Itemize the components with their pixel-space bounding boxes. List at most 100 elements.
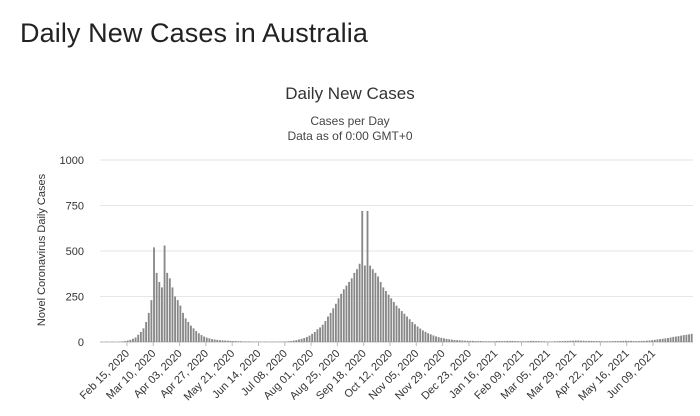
bar [369, 265, 372, 342]
bar [240, 341, 242, 342]
bar [516, 341, 519, 342]
bar [630, 340, 632, 342]
bar [527, 341, 530, 342]
bar [427, 333, 430, 342]
bar [432, 335, 435, 342]
bar [653, 339, 656, 342]
bar [190, 325, 192, 342]
bar [664, 338, 667, 342]
bar [656, 339, 659, 342]
bar [411, 321, 414, 342]
bar [303, 338, 306, 342]
bar [493, 341, 495, 342]
y-tick-label: 750 [66, 201, 84, 213]
bar [651, 340, 654, 342]
bar [419, 328, 422, 342]
bar [416, 326, 419, 342]
bar [192, 328, 195, 342]
bar [353, 272, 356, 342]
bar [377, 276, 379, 342]
bar [324, 321, 327, 342]
bar [319, 327, 321, 342]
bar [466, 340, 469, 342]
bar [126, 340, 129, 342]
bar [179, 305, 182, 342]
bar [403, 313, 406, 342]
bar [453, 340, 456, 342]
bar [232, 341, 235, 342]
bar [585, 340, 588, 342]
bar [537, 341, 540, 342]
bar [477, 341, 480, 342]
bar [609, 341, 611, 342]
bar [508, 340, 511, 342]
bar [121, 341, 124, 342]
bar [400, 311, 403, 342]
bar [669, 337, 672, 342]
bar [187, 321, 190, 342]
bar [366, 210, 369, 342]
bar [498, 341, 501, 342]
bar [327, 316, 329, 342]
bar [619, 340, 622, 342]
bar [197, 333, 200, 342]
bar [205, 337, 208, 342]
bar [350, 278, 353, 342]
bar [300, 338, 303, 342]
bar [166, 272, 169, 342]
bar [155, 272, 158, 342]
bar [124, 341, 126, 342]
bar [598, 341, 601, 342]
bar [603, 341, 606, 342]
bar [540, 341, 543, 342]
bar [298, 339, 300, 342]
bar [511, 340, 514, 342]
bar [677, 336, 680, 342]
bar [247, 341, 250, 342]
bar [661, 338, 664, 342]
bar [208, 338, 211, 342]
bar [334, 303, 337, 342]
y-tick-label: 0 [78, 337, 84, 349]
bar [221, 340, 224, 342]
bar [387, 294, 390, 342]
bar [640, 340, 643, 342]
bar [685, 334, 688, 342]
bar [374, 272, 377, 342]
bar [213, 339, 216, 342]
bar [582, 340, 585, 342]
bar [624, 340, 627, 342]
bar [158, 281, 161, 342]
bar [132, 338, 134, 342]
bar [688, 334, 690, 342]
bar [414, 324, 416, 342]
bar [398, 308, 401, 342]
bar [450, 339, 453, 342]
y-tick-label: 500 [66, 246, 84, 258]
bar [290, 341, 292, 342]
bar [529, 340, 532, 342]
bar [216, 339, 219, 342]
bar [176, 300, 179, 342]
bar [134, 337, 137, 342]
bar [287, 341, 290, 342]
bar [211, 339, 213, 342]
bar [161, 287, 163, 342]
bar [440, 337, 443, 342]
bar [548, 341, 551, 342]
bar [569, 340, 572, 342]
bar [358, 263, 361, 342]
bar [329, 312, 332, 342]
bar [443, 338, 445, 342]
bar [171, 287, 174, 342]
bar [224, 340, 227, 342]
bar [561, 341, 564, 342]
bar [145, 321, 148, 342]
bar [622, 340, 625, 342]
bar [461, 340, 464, 342]
bar [587, 340, 590, 342]
bar [305, 336, 308, 342]
bar [522, 341, 524, 342]
bar [295, 340, 298, 342]
